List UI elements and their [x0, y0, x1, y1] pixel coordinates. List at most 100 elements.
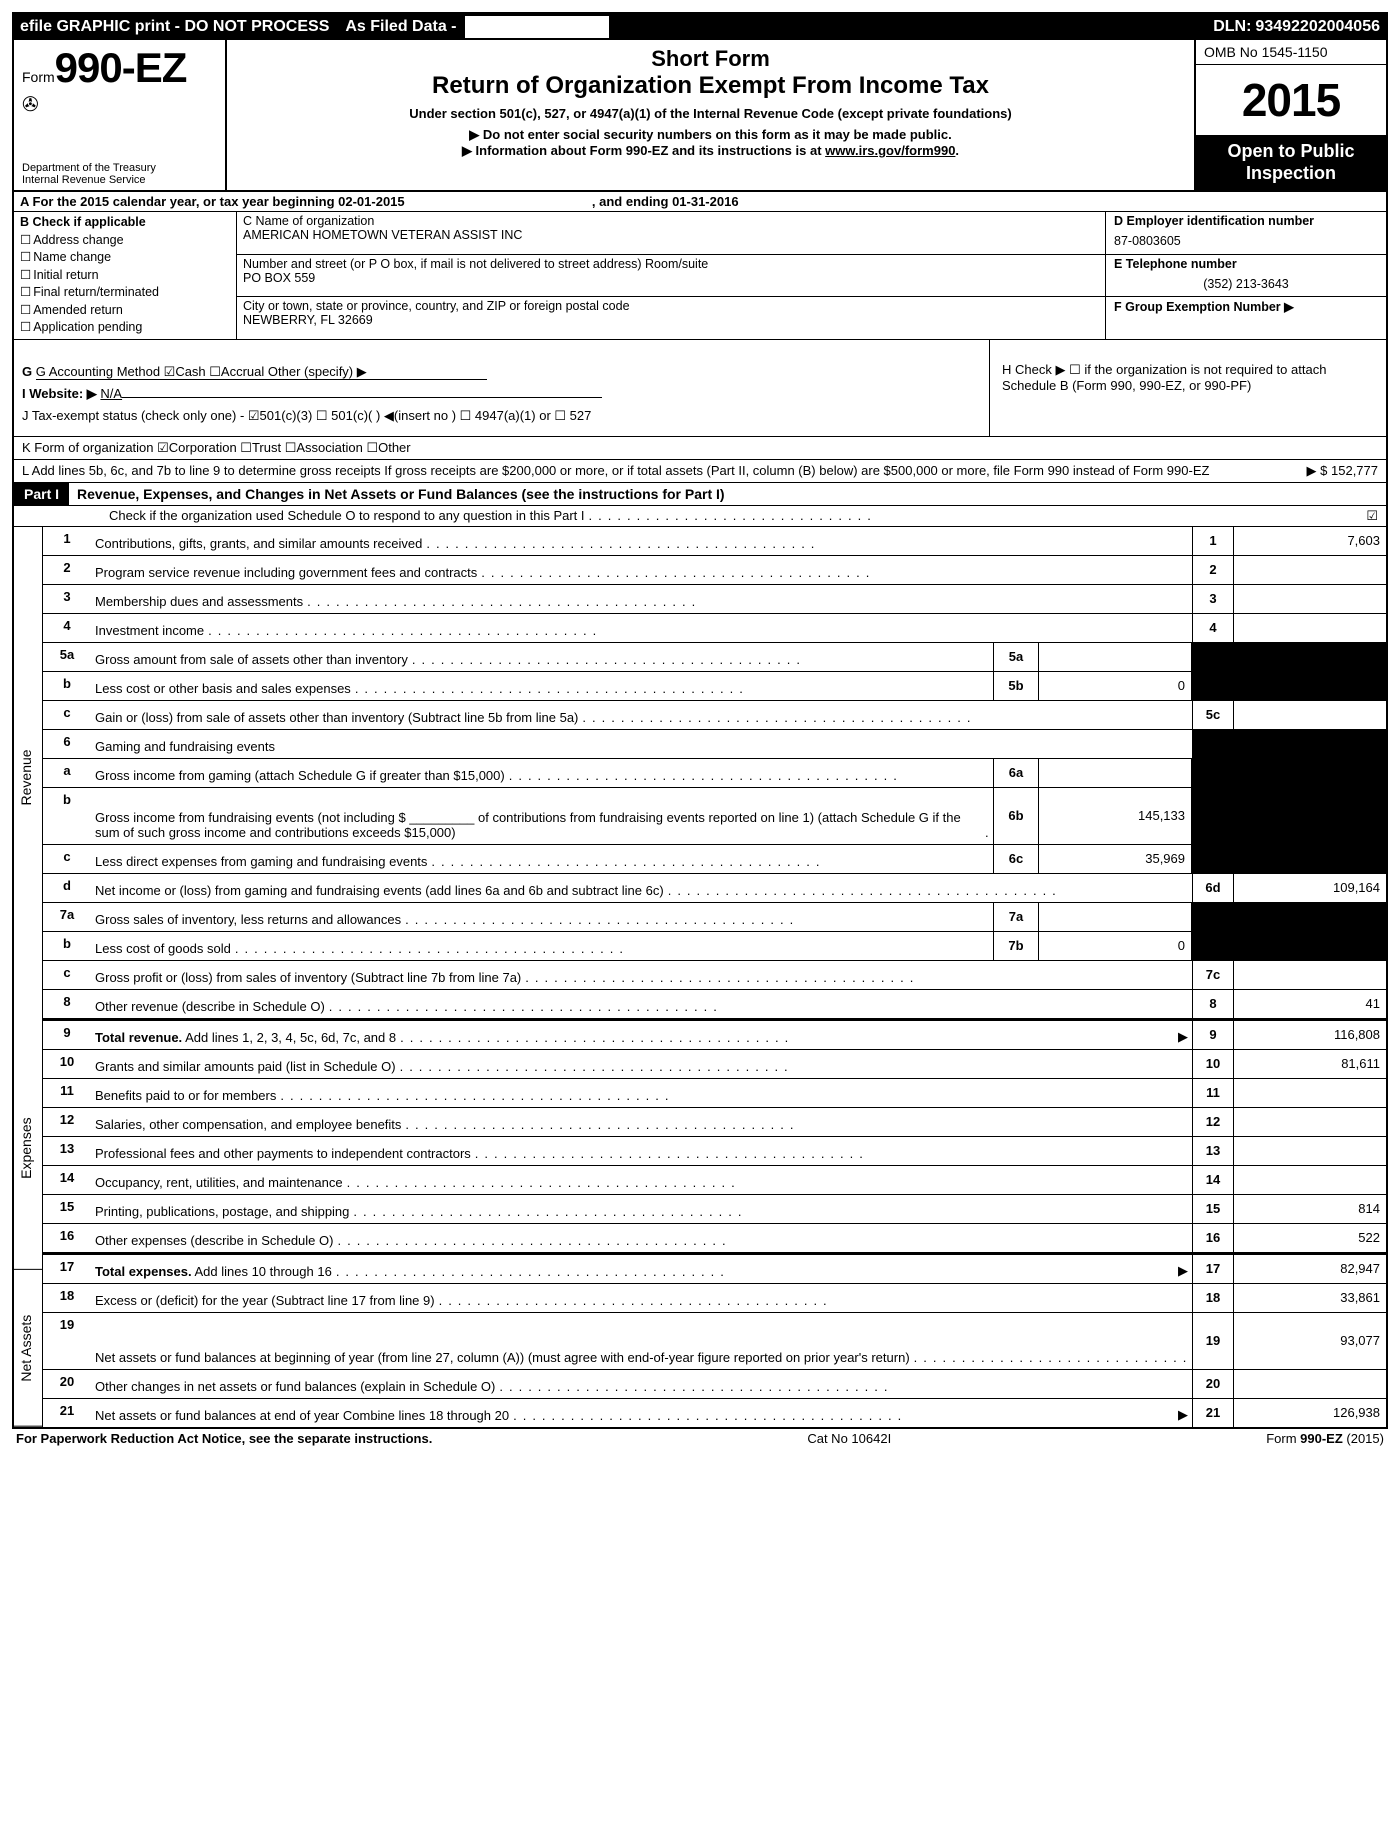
row-l-text: L Add lines 5b, 6c, and 7b to line 9 to …	[22, 463, 1307, 479]
cell-d-e-f: D Employer identification number 87-0803…	[1106, 212, 1386, 339]
line-number: 13	[43, 1137, 91, 1165]
ein-label: D Employer identification number	[1114, 214, 1314, 228]
side-revenue: Revenue	[14, 527, 42, 1027]
info-prefix: ▶ Information about Form 990-EZ and its …	[462, 143, 825, 158]
check-name-change[interactable]: Name change	[20, 249, 230, 267]
check-application-pending[interactable]: Application pending	[20, 319, 230, 337]
column-b: B Check if applicable Address change Nam…	[14, 212, 237, 339]
check-initial-return[interactable]: Initial return	[20, 267, 230, 285]
tax-year: 2015	[1196, 65, 1386, 135]
right-value: 7,603	[1234, 527, 1386, 555]
line-label: Benefits paid to or for members.........…	[91, 1079, 1192, 1107]
right-line-number: 20	[1192, 1370, 1234, 1398]
right-val-shaded	[1234, 643, 1386, 671]
right-line-number: 3	[1192, 585, 1234, 613]
mid-line-number: 7b	[993, 932, 1039, 960]
irs-link[interactable]: www.irs.gov/form990	[825, 143, 955, 158]
mid-line-number: 6c	[993, 845, 1039, 873]
accounting-method: G Accounting Method ☑Cash ☐Accrual Other…	[36, 364, 487, 380]
phone-label: E Telephone number	[1114, 257, 1237, 271]
row-l: L Add lines 5b, 6c, and 7b to line 9 to …	[14, 460, 1386, 483]
row-a: A For the 2015 calendar year, or tax yea…	[14, 192, 1386, 212]
right-line-number: 6d	[1192, 874, 1234, 902]
group-exemption-label: F Group Exemption Number ▶	[1114, 300, 1294, 314]
line-h: H Check ▶ ☐ if the organization is not r…	[998, 346, 1378, 409]
check-amended-return[interactable]: Amended return	[20, 302, 230, 320]
header-mid: Short Form Return of Organization Exempt…	[227, 40, 1196, 190]
section-b-to-f: B Check if applicable Address change Nam…	[14, 212, 1386, 340]
mid-value: 0	[1039, 932, 1192, 960]
line-9: 9Total revenue. Add lines 1, 2, 3, 4, 5c…	[43, 1019, 1386, 1050]
line-number: c	[43, 961, 91, 989]
line-b: bLess cost of goods sold................…	[43, 932, 1386, 961]
ghij-right: H Check ▶ ☐ if the organization is not r…	[990, 340, 1386, 436]
line-13: 13Professional fees and other payments t…	[43, 1137, 1386, 1166]
open-public-1: Open to Public	[1200, 141, 1382, 163]
line-label: Total revenue. Add lines 1, 2, 3, 4, 5c,…	[91, 1021, 1192, 1049]
line-16: 16Other expenses (describe in Schedule O…	[43, 1224, 1386, 1253]
section-g-to-j: G G Accounting Method ☑Cash ☐Accrual Oth…	[14, 340, 1386, 437]
right-value	[1234, 961, 1386, 989]
line-label: Program service revenue including govern…	[91, 556, 1192, 584]
line-label: Less direct expenses from gaming and fun…	[91, 845, 993, 873]
line-20: 20Other changes in net assets or fund ba…	[43, 1370, 1386, 1399]
right-line-number: 16	[1192, 1224, 1234, 1252]
dept-irs: Internal Revenue Service	[22, 174, 217, 186]
line-number: 14	[43, 1166, 91, 1194]
header-right: OMB No 1545-1150 2015 Open to Public Ins…	[1196, 40, 1386, 190]
right-value: 93,077	[1234, 1313, 1386, 1369]
right-line-number: 19	[1192, 1313, 1234, 1369]
line-number: c	[43, 845, 91, 873]
part-i-header: Part I Revenue, Expenses, and Changes in…	[14, 483, 1386, 506]
line-8: 8Other revenue (describe in Schedule O).…	[43, 990, 1386, 1019]
line-number: 2	[43, 556, 91, 584]
line-label: Contributions, gifts, grants, and simila…	[91, 527, 1192, 555]
row-a-label: A For the 2015 calendar year, or tax yea…	[20, 194, 338, 209]
right-val-shaded	[1234, 730, 1386, 758]
right-line-number: 9	[1192, 1021, 1234, 1049]
line-number: 9	[43, 1021, 91, 1049]
right-value	[1234, 1079, 1386, 1107]
line-label: Net assets or fund balances at beginning…	[91, 1313, 1192, 1369]
dln-value: 93492202004056	[1255, 18, 1380, 36]
line-number: 19	[43, 1313, 91, 1369]
line-label: Investment income.......................…	[91, 614, 1192, 642]
mid-line-number: 6a	[993, 759, 1039, 787]
city-label: City or town, state or province, country…	[243, 299, 1099, 313]
line-number: 6	[43, 730, 91, 758]
phone-value: (352) 213-3643	[1114, 271, 1378, 291]
line-c: cLess direct expenses from gaming and fu…	[43, 845, 1386, 874]
line-label: Gross sales of inventory, less returns a…	[91, 903, 993, 931]
right-value: 33,861	[1234, 1284, 1386, 1312]
right-num-shaded	[1192, 672, 1234, 700]
right-line-number: 13	[1192, 1137, 1234, 1165]
asfiled-input[interactable]	[465, 16, 609, 38]
check-final-return[interactable]: Final return/terminated	[20, 284, 230, 302]
line-number: 1	[43, 527, 91, 555]
right-value	[1234, 1137, 1386, 1165]
line-label: Gross income from fundraising events (no…	[91, 788, 993, 844]
line-c: cGross profit or (loss) from sales of in…	[43, 961, 1386, 990]
line-number: 11	[43, 1079, 91, 1107]
under-section: Under section 501(c), 527, or 4947(a)(1)…	[239, 106, 1182, 121]
right-val-shaded	[1234, 788, 1386, 844]
cell-c: C Name of organization AMERICAN HOMETOWN…	[237, 212, 1106, 339]
right-value	[1234, 585, 1386, 613]
line-label: Printing, publications, postage, and shi…	[91, 1195, 1192, 1223]
end-date: 01-31-2016	[672, 194, 739, 209]
right-num-shaded	[1192, 903, 1234, 931]
mid-value	[1039, 759, 1192, 787]
check-address-change[interactable]: Address change	[20, 232, 230, 250]
right-value	[1234, 556, 1386, 584]
column-c-to-f: C Name of organization AMERICAN HOMETOWN…	[237, 212, 1386, 339]
side-labels: Revenue Expenses Net Assets	[14, 527, 43, 1427]
line-5a: 5aGross amount from sale of assets other…	[43, 643, 1386, 672]
schedule-o-checkbox[interactable]: ☑	[1366, 508, 1378, 524]
line-label: Grants and similar amounts paid (list in…	[91, 1050, 1192, 1078]
line-label: Excess or (deficit) for the year (Subtra…	[91, 1284, 1192, 1312]
line-label: Occupancy, rent, utilities, and maintena…	[91, 1166, 1192, 1194]
page-footer: For Paperwork Reduction Act Notice, see …	[12, 1429, 1388, 1448]
line-number: b	[43, 788, 91, 844]
right-line-number: 15	[1192, 1195, 1234, 1223]
right-line-number: 11	[1192, 1079, 1234, 1107]
